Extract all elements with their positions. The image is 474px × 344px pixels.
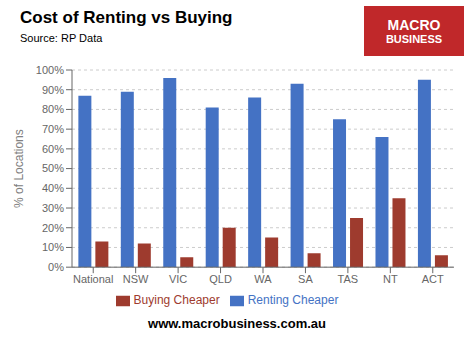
svg-text:20%: 20% xyxy=(42,222,64,234)
svg-text:% of Locations: % of Locations xyxy=(12,129,26,208)
svg-text:40%: 40% xyxy=(42,182,64,194)
svg-text:0%: 0% xyxy=(48,261,64,273)
svg-text:TAS: TAS xyxy=(338,273,359,285)
svg-text:50%: 50% xyxy=(42,162,64,174)
svg-text:100%: 100% xyxy=(36,64,64,76)
svg-text:VIC: VIC xyxy=(169,273,187,285)
svg-text:NSW: NSW xyxy=(123,273,149,285)
svg-text:WA: WA xyxy=(254,273,272,285)
svg-text:90%: 90% xyxy=(42,84,64,96)
html-text:Source: RP Data: Source: RP Data xyxy=(20,32,103,44)
html-text:Renting Cheaper: Renting Cheaper xyxy=(247,293,339,308)
svg-text:National: National xyxy=(73,273,113,285)
svg-text:ACT: ACT xyxy=(422,273,444,285)
svg-text:60%: 60% xyxy=(42,143,64,155)
html-text:BUSINESS: BUSINESS xyxy=(385,33,443,45)
svg-text:NT: NT xyxy=(383,273,398,285)
svg-text:30%: 30% xyxy=(42,202,64,214)
svg-text:QLD: QLD xyxy=(209,273,232,285)
html-text:Buying Cheaper: Buying Cheaper xyxy=(133,293,220,308)
html-text:MACRO: MACRO xyxy=(387,17,441,33)
html-text:www.macrobusiness.com.au: www.macrobusiness.com.au xyxy=(148,316,326,331)
svg-text:SA: SA xyxy=(298,273,313,285)
svg-text:80%: 80% xyxy=(42,103,64,115)
svg-text:10%: 10% xyxy=(42,241,64,253)
svg-text:70%: 70% xyxy=(42,123,64,135)
html-text:Cost of Renting vs Buying: Cost of Renting vs Buying xyxy=(20,8,233,27)
